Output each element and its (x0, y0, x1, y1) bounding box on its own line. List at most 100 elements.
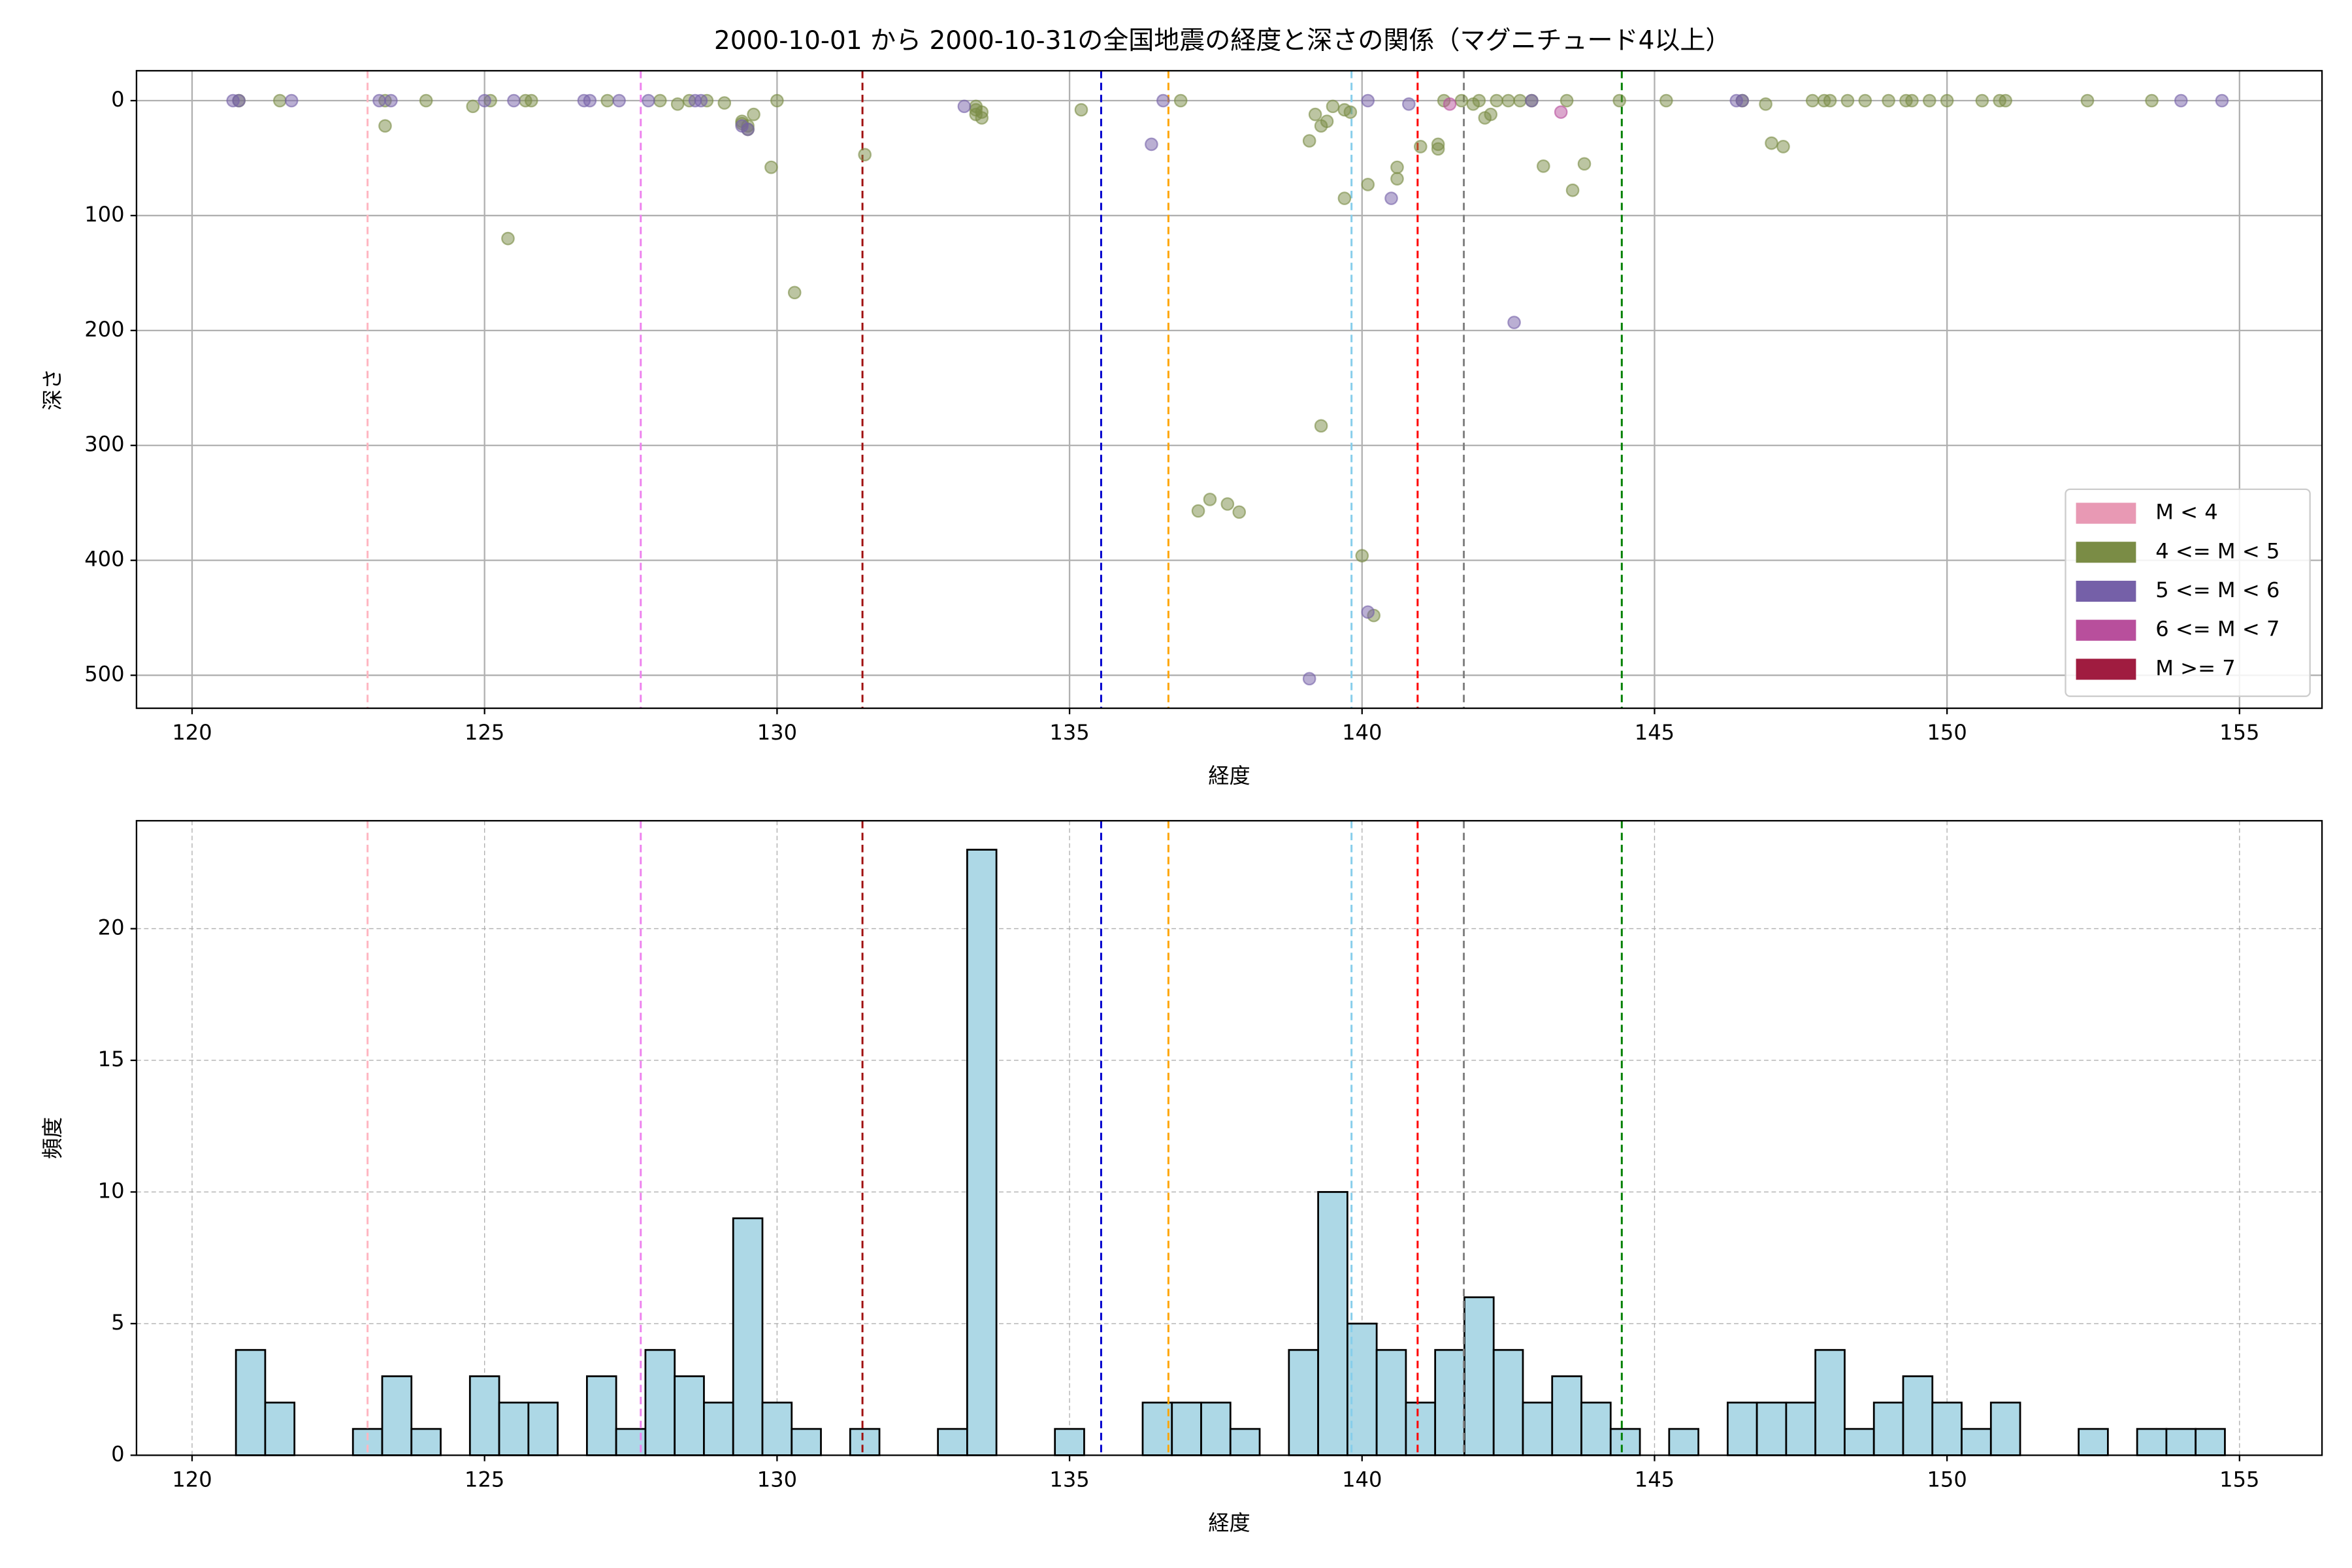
bar (674, 1375, 705, 1456)
point (1361, 93, 1375, 108)
point (2145, 93, 2159, 108)
bar (264, 1401, 296, 1456)
point (1232, 505, 1247, 519)
x-tick-label: 155 (2219, 1467, 2259, 1492)
point (1390, 160, 1404, 174)
bar (1463, 1296, 1495, 1456)
bar (2165, 1428, 2197, 1456)
point (2215, 93, 2229, 108)
point (1326, 99, 1340, 114)
bar (1200, 1401, 1232, 1456)
y-tick-label: 200 (84, 317, 124, 342)
legend-swatch (2076, 659, 2136, 680)
point (1454, 93, 1469, 108)
point (1337, 191, 1352, 205)
point (787, 286, 802, 300)
point (1173, 93, 1188, 108)
x-axis-label: 経度 (1208, 764, 1250, 789)
point (741, 122, 755, 137)
point (1577, 157, 1592, 171)
point (507, 93, 521, 108)
point (694, 93, 708, 108)
point (1765, 136, 1778, 150)
point (1443, 97, 1457, 111)
bar (1872, 1401, 1904, 1456)
point (1156, 93, 1170, 108)
point (642, 93, 655, 108)
point (1922, 93, 1936, 108)
bar (1522, 1401, 1554, 1456)
legend-swatch (2076, 502, 2136, 524)
point (612, 93, 626, 108)
point (1320, 114, 1334, 129)
bar (235, 1348, 267, 1456)
y-tick-label: 300 (84, 432, 124, 457)
y-tick-label: 20 (98, 915, 125, 939)
point (1384, 191, 1398, 205)
chart-title: 2000-10-01 から 2000-10-31の全国地震の経度と深さの関係（マ… (714, 26, 1731, 56)
point (1191, 504, 1205, 518)
legend-label: 6 <= M < 7 (2155, 617, 2279, 642)
y-axis-label: 頻度 (41, 1117, 65, 1159)
point (1565, 183, 1580, 197)
x-tick-label: 140 (1342, 1467, 1382, 1492)
point (1302, 134, 1316, 148)
point (2174, 93, 2188, 108)
point (1361, 178, 1375, 191)
bar (1229, 1428, 1261, 1456)
bar (761, 1401, 793, 1456)
bar (1317, 1191, 1348, 1456)
point (1490, 93, 1504, 108)
point (858, 148, 872, 162)
bar (1171, 1401, 1202, 1456)
bar (849, 1428, 881, 1456)
x-tick-label: 120 (172, 1467, 212, 1492)
point (1659, 93, 1673, 108)
y-tick-label: 400 (84, 547, 124, 572)
legend-swatch (2076, 542, 2136, 563)
point (975, 105, 989, 119)
point (1074, 103, 1088, 117)
bar (1785, 1401, 1817, 1456)
bar (410, 1428, 442, 1456)
legend-label: M < 4 (2155, 500, 2218, 525)
bar (1844, 1428, 1875, 1456)
point (232, 93, 246, 108)
point (272, 93, 287, 108)
point (419, 93, 433, 108)
x-tick-label: 155 (2219, 720, 2259, 745)
point (501, 231, 515, 246)
bar (937, 1428, 968, 1456)
point (1343, 105, 1358, 119)
point (378, 119, 392, 133)
point (1314, 419, 1328, 433)
x-tick-label: 135 (1049, 1467, 1089, 1492)
bar (1580, 1401, 1612, 1456)
point (384, 93, 398, 108)
point (466, 99, 480, 114)
point (1536, 159, 1550, 173)
bar (1551, 1375, 1582, 1456)
x-tick-label: 150 (1927, 720, 1967, 745)
point (1999, 93, 2013, 108)
bar (1375, 1348, 1407, 1456)
point (1560, 93, 1574, 108)
point (284, 93, 299, 108)
bar (732, 1217, 764, 1456)
point (1858, 93, 1872, 108)
point (717, 96, 732, 110)
point (1823, 93, 1837, 108)
axes-frame (135, 820, 2323, 1456)
bar (2136, 1428, 2168, 1456)
y-tick-label: 500 (84, 662, 124, 687)
x-tick-label: 125 (465, 720, 504, 745)
point (747, 107, 760, 122)
bar (381, 1375, 413, 1456)
legend-label: 5 <= M < 6 (2155, 578, 2279, 602)
bar (527, 1401, 559, 1456)
point (1776, 140, 1790, 154)
bar (1434, 1348, 1465, 1456)
point (1513, 93, 1527, 108)
y-axis-label: 深さ (41, 368, 65, 410)
point (1501, 93, 1515, 108)
